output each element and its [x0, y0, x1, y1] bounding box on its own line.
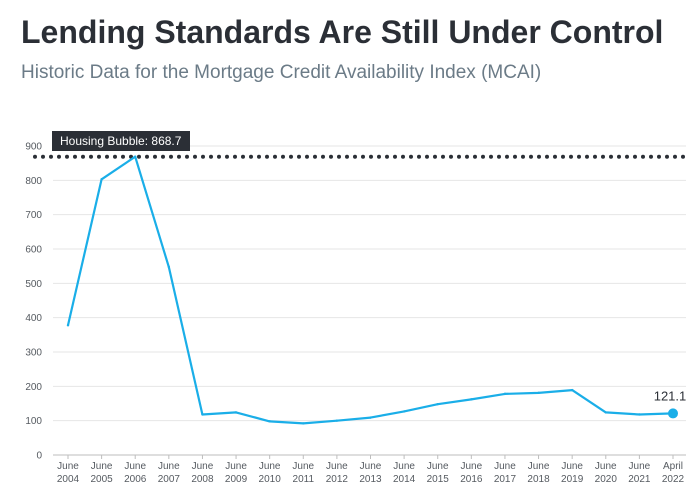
x-tick-label-year: 2016: [460, 474, 483, 485]
last-data-point: [668, 408, 678, 419]
x-tick-label-month: June: [360, 461, 382, 472]
data-point: [402, 410, 406, 413]
data-point: [234, 411, 238, 414]
last-point-label: 121.1: [654, 388, 687, 403]
y-axis: 0 100 200 300 400 500 600 700 800 900: [25, 142, 42, 462]
data-point: [302, 422, 305, 425]
data-point: [167, 265, 171, 269]
y-tick-label: 700: [25, 210, 42, 221]
y-tick-label: 200: [25, 382, 42, 393]
x-tick-label-year: 2005: [90, 474, 113, 485]
data-point: [369, 416, 372, 419]
data-point: [100, 178, 103, 181]
x-tick-label-year: 2008: [191, 474, 214, 485]
x-tick-label-month: June: [124, 461, 146, 472]
data-point: [201, 413, 204, 416]
x-tick-label-month: June: [91, 461, 113, 472]
x-tick-label-year: 2010: [259, 474, 282, 485]
data-point: [470, 398, 473, 401]
x-tick-label-month: June: [561, 461, 583, 472]
x-tick-label-month: June: [225, 461, 247, 472]
data-point: [537, 391, 540, 395]
x-tick-label-month: June: [528, 461, 550, 472]
x-tick-label-month: June: [494, 461, 516, 472]
gridlines: [53, 145, 686, 456]
series-line: [66, 155, 675, 425]
data-point: [268, 420, 271, 423]
x-tick-label-year: 2007: [158, 474, 181, 485]
x-tick-label-month: June: [192, 461, 214, 472]
y-tick-label: 600: [25, 245, 42, 256]
x-tick-label-month: June: [595, 461, 617, 472]
y-tick-label: 0: [36, 451, 42, 462]
housing-bubble-callout-label: Housing Bubble: 868.7: [60, 134, 182, 148]
x-tick-label-year: 2009: [225, 474, 248, 485]
data-point: [335, 419, 339, 422]
x-tick-label-year: 2022: [662, 474, 685, 485]
data-point: [436, 402, 439, 406]
x-tick-label-month: June: [393, 461, 415, 472]
x-tick-label-year: 2011: [293, 474, 315, 485]
x-tick-label-month: April: [663, 461, 683, 472]
x-tick-label-month: June: [292, 461, 314, 472]
chart-title: Lending Standards Are Still Under Contro…: [21, 14, 664, 50]
x-tick-label-year: 2006: [124, 474, 147, 485]
y-tick-label: 800: [25, 176, 42, 187]
series-group: 121.1: [66, 155, 687, 425]
x-tick-label-month: June: [158, 461, 180, 472]
x-tick-label-year: 2013: [359, 474, 382, 485]
x-tick-label-month: June: [629, 461, 651, 472]
y-tick-label: 300: [25, 348, 42, 359]
x-tick-label-year: 2018: [527, 474, 550, 485]
data-point: [134, 155, 137, 158]
reference-line-group: Housing Bubble: 868.7: [33, 131, 688, 159]
data-point: [66, 324, 70, 327]
x-tick-label-year: 2012: [326, 474, 349, 485]
x-tick-label-year: 2004: [57, 474, 80, 485]
x-tick-label-year: 2020: [595, 474, 618, 485]
data-point: [503, 392, 507, 396]
y-tick-label: 100: [25, 416, 42, 427]
x-tick-label-month: June: [427, 461, 449, 472]
x-tick-label-year: 2014: [393, 474, 416, 485]
x-tick-label-month: June: [57, 461, 79, 472]
y-tick-label: 900: [25, 142, 42, 153]
x-tick-label-year: 2017: [494, 474, 517, 485]
y-tick-label: 500: [25, 279, 42, 290]
x-tick-label-year: 2019: [561, 474, 584, 485]
x-tick-label-month: June: [326, 461, 348, 472]
data-point: [570, 388, 574, 392]
x-tick-label-month: June: [259, 461, 281, 472]
data-point: [604, 411, 607, 414]
x-tick-label-year: 2015: [427, 474, 450, 485]
y-tick-label: 400: [25, 313, 42, 324]
data-point: [638, 413, 641, 416]
chart-subtitle: Historic Data for the Mortgage Credit Av…: [21, 62, 542, 83]
x-tick-label-month: June: [460, 461, 482, 472]
x-axis: June 2004 June 2005 June 2006 June 2007 June 2008…: [57, 455, 685, 485]
housing-bubble-callout-box: [52, 131, 190, 151]
x-tick-label-year: 2021: [628, 474, 651, 485]
